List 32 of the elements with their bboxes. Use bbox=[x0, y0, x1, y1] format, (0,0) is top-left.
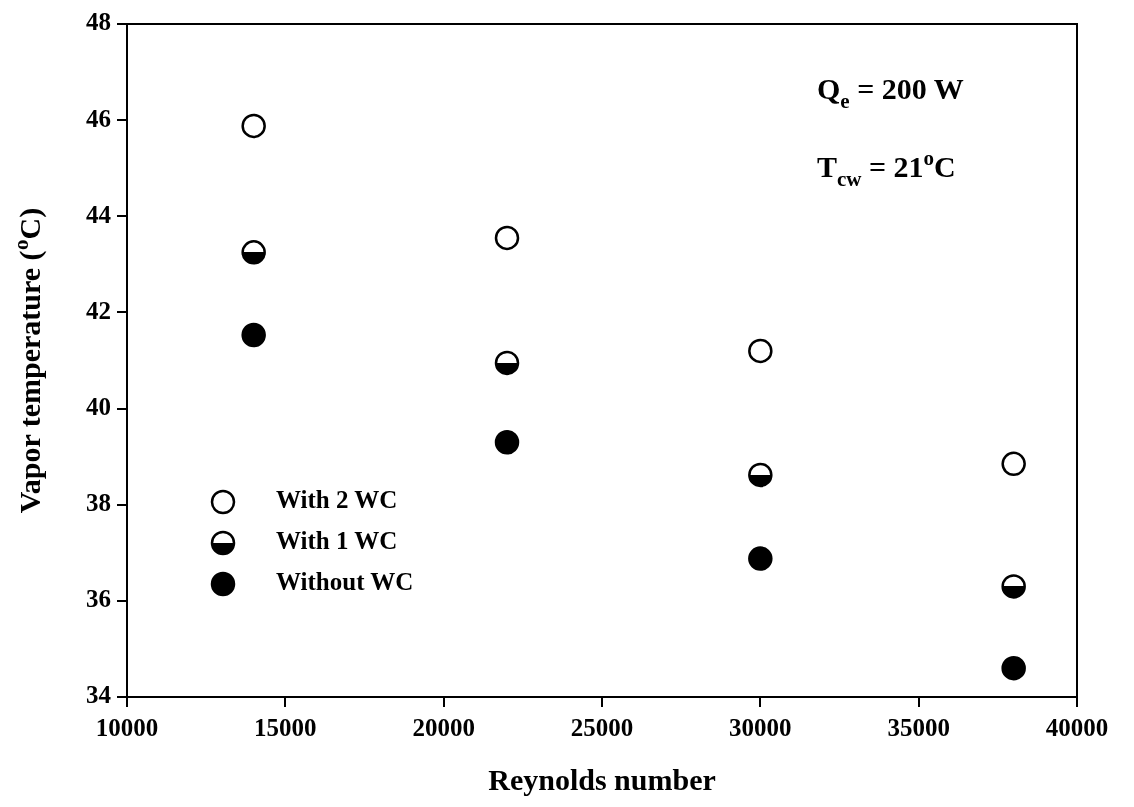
x-tick-label: 15000 bbox=[254, 714, 317, 742]
x-tick-label: 30000 bbox=[729, 714, 792, 742]
x-tick-label: 35000 bbox=[887, 714, 950, 742]
x-axis-title: Reynolds number bbox=[488, 763, 716, 796]
legend-label: With 1 WC bbox=[276, 527, 398, 555]
point bbox=[748, 462, 773, 488]
y-axis-title: Vapor temperature (oC) bbox=[9, 207, 47, 514]
point bbox=[1001, 655, 1026, 681]
point bbox=[748, 338, 773, 364]
point bbox=[1001, 574, 1026, 599]
point bbox=[1001, 451, 1026, 477]
point bbox=[494, 429, 520, 455]
y-tick-label: 42 bbox=[86, 296, 111, 324]
x-tick-label: 20000 bbox=[412, 714, 475, 742]
y-tick-label: 48 bbox=[86, 8, 111, 36]
y-tick-label: 38 bbox=[86, 489, 111, 517]
y-tick-label: 34 bbox=[86, 681, 112, 709]
point bbox=[494, 350, 520, 376]
y-tick-label: 46 bbox=[86, 104, 111, 132]
point bbox=[241, 240, 266, 265]
point bbox=[241, 322, 266, 348]
legend-label: Without WC bbox=[276, 568, 414, 596]
x-tick-label: 25000 bbox=[570, 714, 634, 742]
y-tick-label: 44 bbox=[86, 200, 112, 228]
legend-label: With 2 WC bbox=[276, 486, 398, 514]
x-tick-label: 10000 bbox=[95, 714, 159, 742]
point bbox=[494, 225, 520, 251]
y-tick-label: 36 bbox=[86, 585, 111, 613]
y-tick-label: 40 bbox=[86, 393, 111, 421]
x-tick-label: 40000 bbox=[1045, 714, 1109, 742]
point bbox=[241, 113, 266, 139]
point bbox=[748, 546, 773, 571]
